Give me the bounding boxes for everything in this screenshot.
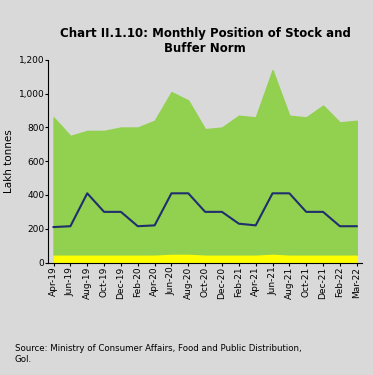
Y-axis label: Lakh tonnes: Lakh tonnes bbox=[4, 129, 15, 193]
Title: Chart II.1.10: Monthly Position of Stock and
Buffer Norm: Chart II.1.10: Monthly Position of Stock… bbox=[60, 27, 351, 55]
Text: Source: Ministry of Consumer Affairs, Food and Public Distribution,
GoI.: Source: Ministry of Consumer Affairs, Fo… bbox=[15, 344, 301, 364]
